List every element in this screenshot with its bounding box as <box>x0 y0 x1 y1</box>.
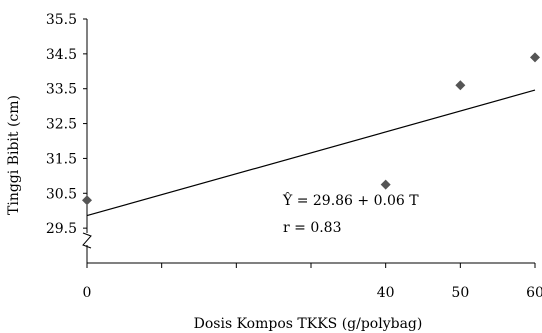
correlation-annotation: r = 0.83 <box>283 220 342 236</box>
y-tick-label: 32.5 <box>46 117 77 133</box>
regression-equation-annotation: Ŷ = 29.86 + 0.06 T <box>282 191 419 209</box>
data-point-diamond <box>455 80 466 91</box>
points-group <box>82 52 540 206</box>
y-tick-label: 30.5 <box>46 186 77 202</box>
y-tick-label: 31.5 <box>46 151 77 167</box>
trendline-group <box>86 89 536 217</box>
x-tick-label: 40 <box>377 285 395 301</box>
y-tick-label: 33.5 <box>46 82 77 98</box>
y-tick-label: 29.5 <box>46 221 77 237</box>
y-tick-label: 34.5 <box>46 47 77 63</box>
regression-line <box>86 89 536 217</box>
data-point-diamond <box>380 179 391 190</box>
y-tick-label: 35.5 <box>46 12 77 28</box>
x-tick-label: 50 <box>451 285 469 301</box>
y-axis-break-mark <box>82 232 92 249</box>
data-point-diamond <box>82 195 92 206</box>
x-tick-label: 60 <box>526 285 542 301</box>
ticks-group: 35.5 34.5 33.5 32.5 31.5 30.5 29.5 0 40 50 60 <box>46 12 542 301</box>
x-tick-label: 0 <box>83 285 92 301</box>
x-axis-title: Dosis Kompos TKKS (g/polybag) <box>194 316 423 332</box>
y-axis-title: Tinggi Bibit (cm) <box>6 95 22 215</box>
data-point-diamond <box>530 52 540 63</box>
